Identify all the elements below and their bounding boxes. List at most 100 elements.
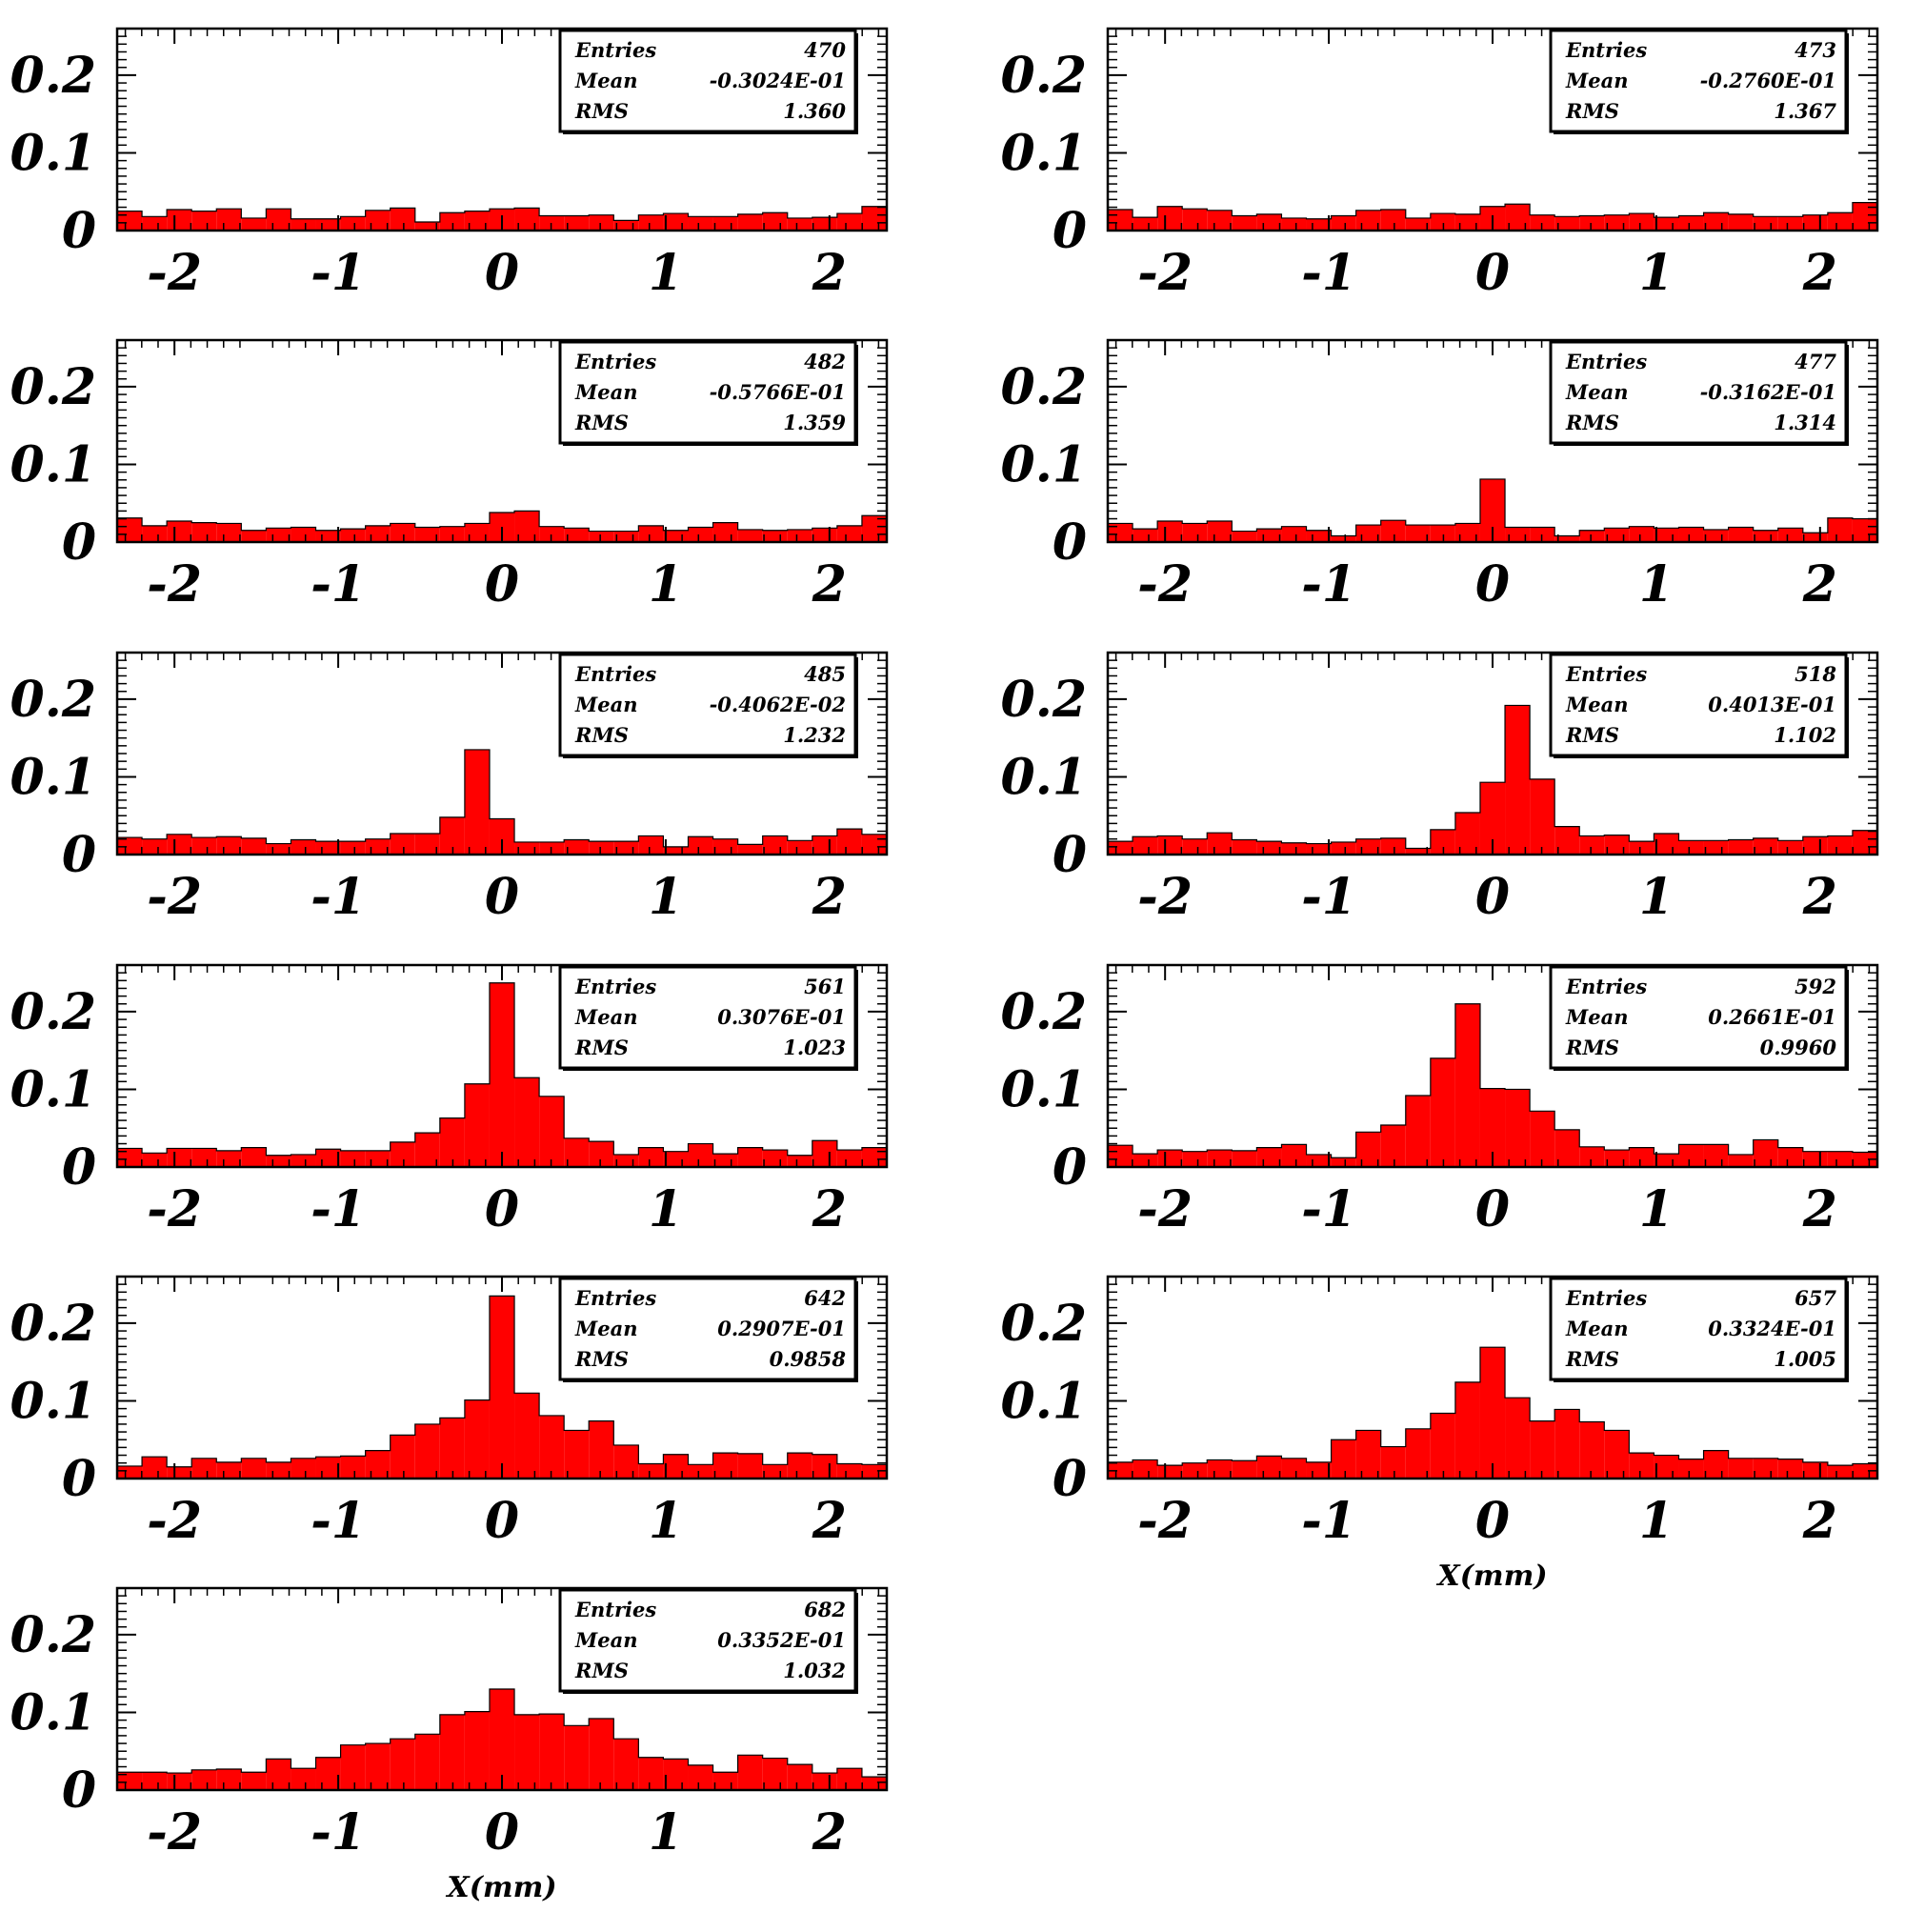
histogram-bar	[1182, 1462, 1208, 1479]
histogram-bar	[638, 835, 664, 855]
stats-value-entries: 518	[1795, 662, 1836, 686]
histogram-bar	[1108, 1461, 1133, 1479]
histogram-bar	[1678, 840, 1704, 855]
y-tick-label: 0	[62, 826, 96, 884]
histogram-bar	[315, 1457, 341, 1479]
histogram-bar	[191, 211, 217, 231]
histogram-bar	[762, 530, 788, 542]
histogram-bar	[241, 837, 267, 855]
stats-value-mean: -0.4062E-02	[710, 693, 846, 716]
histogram-bar	[142, 1153, 168, 1167]
histogram-bar	[712, 216, 738, 231]
stats-box-frame	[1549, 340, 1848, 445]
x-tick-label: -1	[311, 1803, 366, 1862]
histogram-bar	[1579, 1146, 1605, 1167]
stats-label-entries: Entries	[1565, 1286, 1647, 1310]
histogram-bar	[1852, 518, 1877, 542]
stats-label-entries: Entries	[574, 1286, 656, 1310]
stats-value-mean: -0.2760E-01	[1700, 69, 1836, 92]
stats-box: Entries 561 Mean 0.3076E-01 RMS 1.023	[558, 965, 858, 1071]
histogram-bar	[663, 530, 689, 542]
y-tick-label: 0.1	[10, 1060, 96, 1118]
histogram-bar	[241, 1772, 267, 1790]
stats-value-rms: 1.314	[1774, 411, 1836, 434]
stats-value-entries: 482	[804, 350, 846, 373]
histogram-bar	[737, 1147, 763, 1167]
stats-value-rms: 1.005	[1774, 1347, 1836, 1371]
x-axis-title: X(mm)	[1435, 1560, 1547, 1593]
histogram-bar	[1380, 520, 1406, 542]
histogram-bar	[787, 529, 812, 542]
histogram-outline	[1107, 1346, 1878, 1479]
histogram-bar	[1530, 778, 1555, 855]
histogram-panel-5: -2 -1 0 1 2 0 0.1 0.2 Entries 485 Mean -0.4062E-02 R…	[10, 651, 889, 926]
histogram-bar	[688, 216, 713, 231]
histogram-bar	[1678, 1144, 1704, 1167]
histogram-bar	[589, 1141, 614, 1167]
histogram-bar	[365, 1450, 391, 1479]
histogram-bar	[514, 1077, 540, 1167]
histogram-bar	[1430, 1413, 1455, 1479]
x-tick-label: 2	[812, 868, 847, 926]
y-tick-label: 0	[62, 1761, 96, 1820]
histogram-panel-9: -2 -1 0 1 2 0 0.1 0.2 Entries 642 Mean 0.2907E-01 RM…	[10, 1275, 889, 1550]
histogram-bar	[712, 1453, 738, 1479]
histogram-bar	[638, 1147, 664, 1167]
histogram-bar	[762, 1464, 788, 1479]
histogram-bar	[663, 1454, 689, 1479]
histogram-bar	[737, 213, 763, 231]
x-tick-label: 2	[1802, 1492, 1837, 1550]
histogram-bar	[266, 1461, 291, 1479]
stats-label-mean: Mean	[1565, 1005, 1628, 1029]
histogram-bar	[1777, 528, 1803, 542]
y-tick-label: 0	[62, 1450, 96, 1508]
histogram-bar	[1306, 1154, 1332, 1167]
histogram-bar	[564, 1725, 590, 1790]
histogram-bar	[1728, 1154, 1754, 1167]
histogram-bar	[1654, 1154, 1679, 1167]
histogram-bar	[191, 837, 217, 855]
histogram-bar	[564, 215, 590, 231]
x-tick-label: -1	[311, 244, 366, 302]
histogram-bar	[439, 1418, 465, 1479]
x-tick-label: 1	[1639, 555, 1674, 614]
histogram-bar	[762, 835, 788, 855]
histogram-bar	[1355, 1430, 1381, 1479]
histogram-bar	[638, 525, 664, 542]
histogram-bar	[688, 527, 713, 542]
histogram-bar	[762, 1150, 788, 1167]
histogram-bar	[1753, 1139, 1778, 1167]
stats-value-entries: 592	[1795, 975, 1836, 998]
histogram-bar	[1232, 215, 1257, 231]
histogram-bar	[117, 517, 143, 542]
x-tick-label: 1	[1639, 244, 1674, 302]
stats-label-entries: Entries	[1565, 975, 1647, 998]
histogram-bar	[1554, 1409, 1580, 1479]
histogram-bar	[1380, 1124, 1406, 1167]
histogram-panel-3: -2 -1 0 1 2 0 0.1 0.2 Entries 482 Mean -0.5766E-01 R…	[10, 338, 889, 614]
x-tick-label: 0	[485, 1180, 519, 1238]
histogram-panel-11: -2 -1 0 1 2 0 0.1 0.2 Entries 682 Mean 0.3352E-01 RM…	[10, 1586, 889, 1904]
x-tick-label: 2	[812, 1180, 847, 1238]
histogram-bar	[1703, 212, 1729, 231]
stats-value-rms: 1.367	[1774, 99, 1836, 123]
histogram-bar	[1207, 1150, 1233, 1167]
histogram-bar	[1604, 835, 1630, 855]
histogram-bar	[787, 840, 812, 855]
histogram-bar	[787, 1764, 812, 1790]
x-tick-label: 1	[649, 1180, 683, 1238]
histogram-bar	[613, 1444, 639, 1479]
histogram-outline	[1107, 704, 1878, 855]
x-axis-title: X(mm)	[445, 1871, 556, 1904]
y-tick-label: 0.1	[10, 748, 96, 806]
histogram-bar	[1306, 218, 1332, 231]
stats-box: Entries 470 Mean -0.3024E-01 RMS 1.360	[558, 29, 858, 134]
histogram-bar	[638, 1463, 664, 1479]
y-tick-label: 0.2	[1001, 983, 1087, 1041]
histogram-bar	[1182, 523, 1208, 542]
x-tick-label: 1	[1639, 1180, 1674, 1238]
histogram-bar	[1405, 217, 1431, 231]
stats-label-entries: Entries	[574, 1598, 656, 1621]
histogram-bar	[1405, 848, 1431, 855]
